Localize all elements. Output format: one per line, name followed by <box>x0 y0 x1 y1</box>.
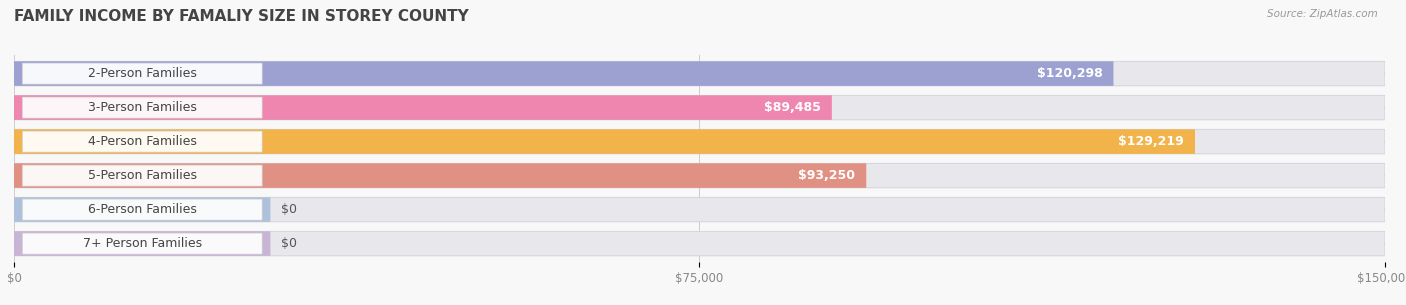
FancyBboxPatch shape <box>14 129 1195 154</box>
FancyBboxPatch shape <box>14 163 866 188</box>
Text: $0: $0 <box>281 203 298 216</box>
FancyBboxPatch shape <box>14 197 1385 222</box>
FancyBboxPatch shape <box>14 95 1385 120</box>
FancyBboxPatch shape <box>14 163 1385 188</box>
FancyBboxPatch shape <box>22 165 262 186</box>
FancyBboxPatch shape <box>22 233 262 254</box>
Text: $93,250: $93,250 <box>799 169 855 182</box>
Text: $129,219: $129,219 <box>1118 135 1184 148</box>
Text: FAMILY INCOME BY FAMALIY SIZE IN STOREY COUNTY: FAMILY INCOME BY FAMALIY SIZE IN STOREY … <box>14 9 468 24</box>
FancyBboxPatch shape <box>22 63 262 84</box>
FancyBboxPatch shape <box>14 231 1385 256</box>
Text: $0: $0 <box>281 237 298 250</box>
Text: 2-Person Families: 2-Person Families <box>87 67 197 80</box>
Text: 5-Person Families: 5-Person Families <box>87 169 197 182</box>
Text: 6-Person Families: 6-Person Families <box>87 203 197 216</box>
FancyBboxPatch shape <box>22 97 262 118</box>
FancyBboxPatch shape <box>14 129 1385 154</box>
Text: 3-Person Families: 3-Person Families <box>87 101 197 114</box>
Text: Source: ZipAtlas.com: Source: ZipAtlas.com <box>1267 9 1378 19</box>
Text: 4-Person Families: 4-Person Families <box>87 135 197 148</box>
Text: 7+ Person Families: 7+ Person Families <box>83 237 202 250</box>
FancyBboxPatch shape <box>14 95 832 120</box>
FancyBboxPatch shape <box>22 199 262 220</box>
Text: $89,485: $89,485 <box>763 101 821 114</box>
Text: $120,298: $120,298 <box>1036 67 1102 80</box>
FancyBboxPatch shape <box>22 131 262 152</box>
FancyBboxPatch shape <box>14 231 270 256</box>
FancyBboxPatch shape <box>14 61 1385 86</box>
FancyBboxPatch shape <box>14 197 270 222</box>
FancyBboxPatch shape <box>14 61 1114 86</box>
